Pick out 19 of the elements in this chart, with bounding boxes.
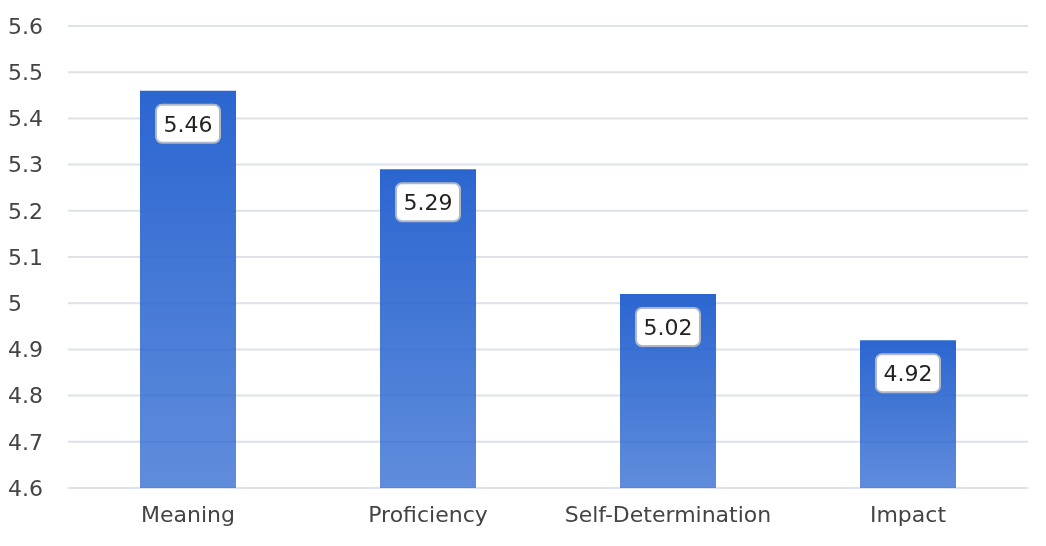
y-tick-label: 5.6 (8, 13, 43, 39)
data-label: 4.92 (883, 361, 933, 387)
y-tick-label: 5.1 (8, 244, 43, 270)
y-tick-label: 5.2 (8, 198, 43, 224)
y-tick-label: 5.3 (8, 152, 43, 178)
data-label: 5.02 (643, 314, 693, 340)
x-tick-label: Impact (869, 501, 947, 527)
y-tick-label: 4.6 (8, 475, 43, 501)
y-tick-label: 4.8 (8, 383, 43, 409)
x-tick-label: Proficiency (368, 501, 488, 527)
y-tick-label: 5.5 (8, 60, 43, 86)
y-tick-label: 5 (8, 291, 22, 317)
x-tick-label: Meaning (141, 501, 235, 527)
data-label: 5.46 (163, 111, 213, 137)
y-tick-label: 4.9 (8, 337, 43, 363)
y-tick-label: 5.4 (8, 106, 43, 132)
data-label: 5.29 (403, 190, 453, 216)
y-tick-label: 4.7 (8, 429, 43, 455)
x-tick-label: Self-Determination (564, 501, 772, 527)
